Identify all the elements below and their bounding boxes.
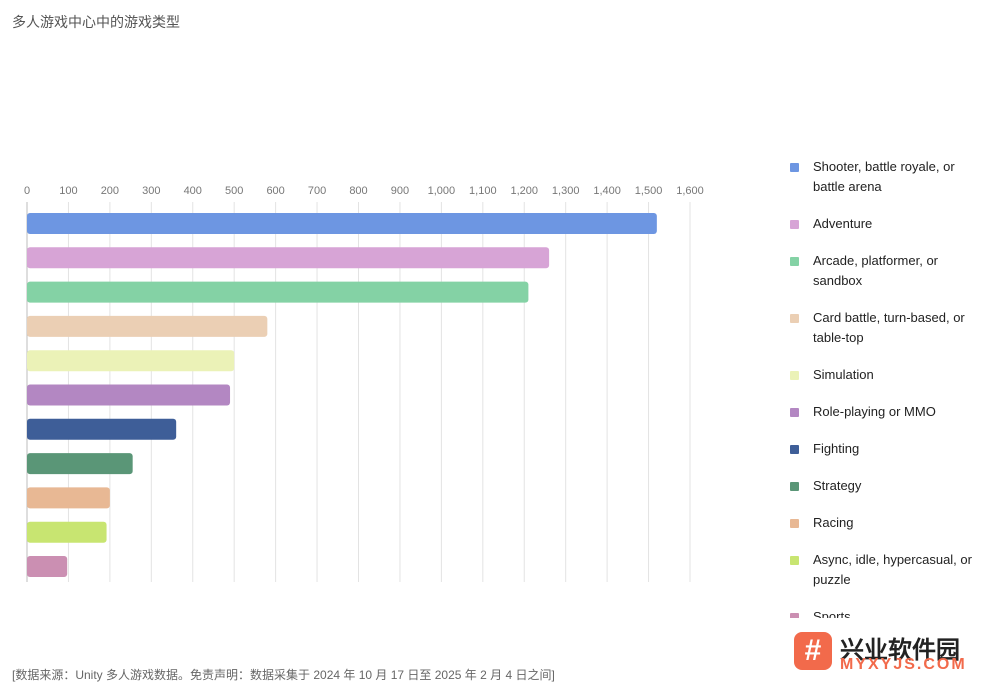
legend-label: Sports	[813, 609, 851, 618]
legend-item[interactable]: Role-playing or MMO	[790, 402, 990, 422]
legend-swatch	[790, 163, 799, 172]
legend-label: Adventure	[813, 216, 873, 231]
x-tick-label: 400	[184, 185, 202, 197]
watermark-logo: # 兴业软件园 MYXYJS.COM	[790, 630, 990, 678]
legend-swatch	[790, 314, 799, 323]
x-tick-label: 500	[225, 185, 243, 197]
legend-item[interactable]: Arcade, platformer, or sandbox	[790, 251, 990, 291]
source-note: [数据来源：Unity 多人游戏数据。免责声明：数据采集于 2024 年 10 …	[12, 668, 555, 682]
watermark-url: MYXYJS.COM	[840, 656, 967, 673]
x-tick-label: 900	[391, 185, 409, 197]
x-tick-label: 800	[349, 185, 367, 197]
bar[interactable]	[27, 556, 68, 577]
legend-label: Shooter, battle royale, or battle arena	[813, 159, 955, 194]
bar[interactable]	[27, 247, 550, 269]
legend-item[interactable]: Simulation	[790, 365, 990, 385]
x-tick-label: 200	[101, 185, 119, 197]
legend-swatch	[790, 556, 799, 565]
legend-label: Role-playing or MMO	[813, 404, 936, 419]
bar[interactable]	[27, 350, 235, 372]
legend-item[interactable]: Strategy	[790, 476, 990, 496]
legend-label: Racing	[813, 515, 854, 530]
x-tick-label: 1,300	[552, 185, 580, 197]
legend-swatch	[790, 519, 799, 528]
watermark-name: 兴业软件园	[840, 637, 960, 664]
x-tick-label: 600	[266, 185, 284, 197]
legend-item[interactable]: Fighting	[790, 439, 990, 459]
legend-item[interactable]: Adventure	[790, 214, 990, 234]
bar[interactable]	[27, 487, 110, 509]
x-tick-label: 1,000	[428, 185, 456, 197]
bar[interactable]	[27, 521, 107, 543]
legend-item[interactable]: Shooter, battle royale, or battle arena	[790, 157, 990, 197]
legend-swatch	[790, 445, 799, 454]
legend-swatch	[790, 220, 799, 229]
bar[interactable]	[27, 213, 657, 234]
legend-item[interactable]: Async, idle, hypercasual, or puzzle	[790, 550, 990, 590]
bar[interactable]	[27, 384, 231, 406]
chart-title: 多人游戏中心中的游戏类型	[12, 14, 180, 30]
legend-swatch	[790, 482, 799, 491]
x-tick-label: 1,600	[676, 185, 704, 197]
watermark-hash-icon: #	[794, 632, 832, 670]
legend-label: Fighting	[813, 441, 860, 456]
legend-label: Strategy	[813, 478, 862, 493]
x-tick-label: 100	[59, 185, 77, 197]
legend-label: Simulation	[813, 367, 874, 382]
x-tick-label: 1,500	[635, 185, 663, 197]
legend-label: Card battle, turn-based, or table-top	[813, 310, 965, 345]
bar[interactable]	[27, 418, 177, 440]
legend: Shooter, battle royale, or battle arena A…	[790, 157, 990, 618]
legend-item[interactable]: Sports	[790, 607, 990, 618]
legend-item[interactable]: Card battle, turn-based, or table-top	[790, 308, 990, 348]
bar[interactable]	[27, 453, 133, 475]
legend-swatch	[790, 371, 799, 380]
x-tick-label: 700	[308, 185, 326, 197]
bar[interactable]	[27, 315, 268, 337]
bar-chart: 0 100 200 300 400 500 600 700 800 900 1,000 1,100 1,…	[24, 185, 704, 582]
legend-item[interactable]: Racing	[790, 513, 990, 533]
bar[interactable]	[27, 281, 529, 303]
legend-label: Async, idle, hypercasual, or puzzle	[813, 552, 972, 587]
legend-swatch	[790, 408, 799, 417]
x-tick-label: 1,400	[593, 185, 621, 197]
x-tick-label: 0	[24, 185, 30, 197]
legend-swatch	[790, 257, 799, 266]
x-tick-label: 300	[142, 185, 160, 197]
x-tick-label: 1,100	[469, 185, 497, 197]
legend-label: Arcade, platformer, or sandbox	[813, 253, 938, 288]
x-tick-label: 1,200	[510, 185, 538, 197]
legend-swatch	[790, 613, 799, 618]
